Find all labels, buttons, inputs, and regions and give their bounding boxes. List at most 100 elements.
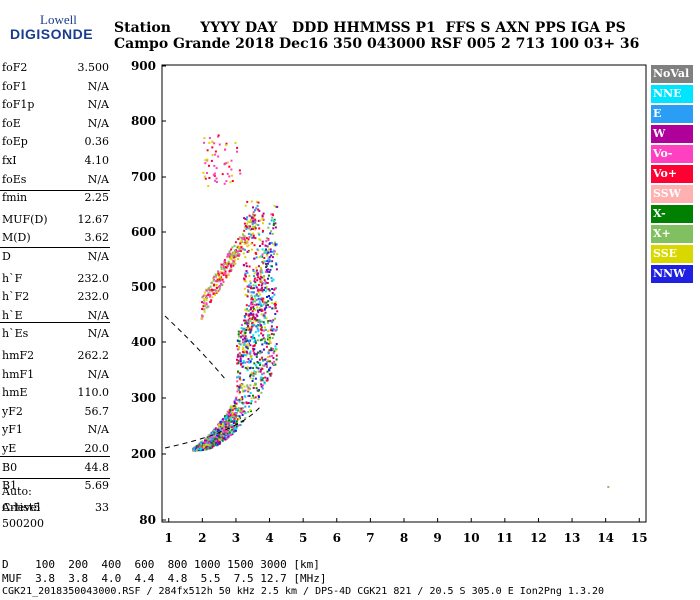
- echo-point: [271, 361, 274, 364]
- echo-point: [252, 377, 255, 380]
- echo-point: [216, 286, 218, 289]
- echo-point: [244, 354, 247, 356]
- echo-point: [236, 146, 239, 149]
- echo-point: [229, 407, 232, 410]
- echo-point: [250, 400, 253, 402]
- echo-point: [226, 426, 229, 429]
- echo-point: [251, 325, 254, 328]
- echo-point: [258, 307, 261, 309]
- echo-point: [248, 236, 251, 239]
- echo-point: [271, 250, 274, 253]
- echo-point: [198, 447, 201, 450]
- echo-point: [253, 225, 256, 228]
- y-tick-label: 80: [139, 513, 156, 527]
- echo-point: [219, 429, 221, 432]
- echo-point: [223, 163, 226, 166]
- echo-point: [215, 437, 217, 440]
- echo-point: [231, 433, 234, 436]
- echo-point: [215, 275, 217, 278]
- echo-point: [235, 427, 237, 430]
- echo-point: [260, 284, 263, 287]
- echo-point: [255, 269, 258, 272]
- echo-point: [252, 232, 255, 235]
- echo-point: [262, 321, 265, 324]
- echo-point: [271, 307, 274, 310]
- echo-point: [243, 337, 246, 340]
- echo-point: [239, 409, 242, 412]
- echo-point: [244, 335, 247, 338]
- echo-point: [254, 396, 257, 399]
- echo-point: [275, 328, 278, 331]
- param-separator: [0, 322, 110, 323]
- echo-point: [249, 392, 252, 394]
- echo-point: [243, 222, 246, 225]
- echo-point: [265, 304, 268, 307]
- echo-point: [251, 298, 254, 301]
- echo-point: [243, 385, 246, 388]
- echo-point: [251, 374, 254, 377]
- echo-point: [239, 410, 242, 413]
- echo-point: [222, 274, 225, 276]
- echo-point: [244, 389, 247, 392]
- echo-point: [202, 443, 205, 446]
- echo-point: [242, 360, 245, 363]
- echo-point: [269, 248, 272, 251]
- param-name: yF2: [2, 404, 23, 418]
- echo-point: [261, 248, 264, 251]
- echo-point: [239, 343, 242, 346]
- echo-point: [249, 331, 252, 334]
- echo-point: [233, 252, 235, 255]
- echo-point: [248, 314, 251, 317]
- echo-point: [257, 276, 259, 279]
- echo-point: [226, 432, 229, 435]
- echo-point: [244, 319, 247, 322]
- echo-point: [266, 335, 269, 338]
- echo-point: [268, 355, 271, 358]
- echo-point: [263, 251, 266, 254]
- echo-point: [264, 290, 267, 293]
- echo-point: [222, 266, 225, 269]
- echo-point: [252, 345, 255, 348]
- echo-point: [234, 412, 237, 414]
- auto-code: 500200: [2, 517, 44, 530]
- echo-point: [253, 295, 256, 298]
- echo-point: [255, 387, 258, 390]
- echo-point: [240, 407, 243, 410]
- echo-point: [254, 251, 257, 254]
- echo-point: [253, 221, 256, 224]
- echo-point: [244, 343, 247, 346]
- echo-point: [224, 270, 227, 273]
- echo-point: [242, 346, 245, 349]
- echo-point: [247, 326, 250, 329]
- y-tick-label: 400: [131, 335, 156, 349]
- echo-point: [253, 337, 256, 339]
- echo-point: [249, 350, 252, 353]
- echo-point: [271, 213, 274, 216]
- echo-point: [228, 165, 231, 168]
- echo-point: [243, 341, 246, 344]
- echo-point: [264, 328, 267, 331]
- echo-point: [220, 282, 222, 285]
- echo-point: [213, 433, 216, 436]
- param-value: 20.0: [84, 442, 110, 455]
- echo-point: [267, 352, 270, 354]
- x-tick-label: 4: [265, 531, 273, 545]
- echo-point: [252, 313, 255, 316]
- echo-point: [233, 259, 236, 262]
- echo-point: [248, 214, 251, 217]
- echo-point: [231, 424, 234, 427]
- param-value: 4.10: [84, 154, 110, 167]
- echo-point: [271, 216, 274, 219]
- param-row-d: D N/A: [2, 249, 109, 264]
- echo-point: [227, 435, 230, 438]
- echo-point: [259, 273, 262, 275]
- echo-point: [202, 308, 205, 311]
- echo-point: [201, 440, 204, 443]
- echo-point: [270, 347, 273, 350]
- echo-point: [248, 265, 251, 268]
- echo-point: [236, 385, 239, 388]
- echo-point: [271, 279, 274, 282]
- echo-point: [255, 293, 258, 296]
- echo-point: [263, 307, 266, 310]
- echo-point: [262, 297, 265, 300]
